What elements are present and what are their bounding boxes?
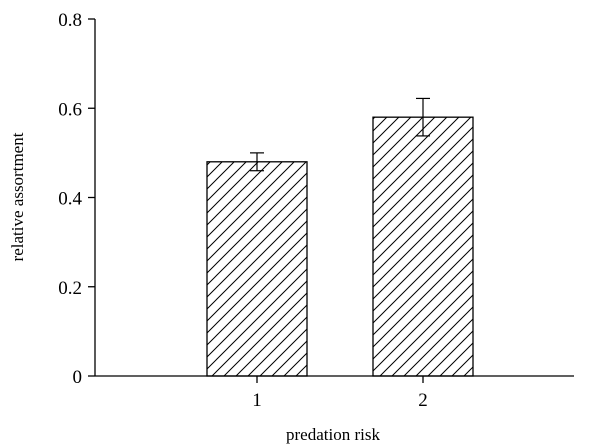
bar (372, 116, 474, 377)
y-tick-label: 0 (73, 367, 83, 388)
y-axis-title: relative assortment (8, 132, 27, 261)
bar (206, 161, 308, 377)
x-tick-label: 2 (418, 390, 428, 411)
y-tick-label: 0.6 (58, 99, 82, 120)
y-axis: 0 0.2 0.4 0.6 0.8 (58, 10, 96, 388)
x-tick-label: 1 (252, 390, 262, 411)
y-tick-label: 0.8 (58, 10, 82, 31)
y-tick-label: 0.2 (58, 278, 82, 299)
y-tick-label: 0.4 (58, 189, 82, 210)
x-axis-title: predation risk (286, 425, 380, 444)
bars (206, 97, 474, 377)
